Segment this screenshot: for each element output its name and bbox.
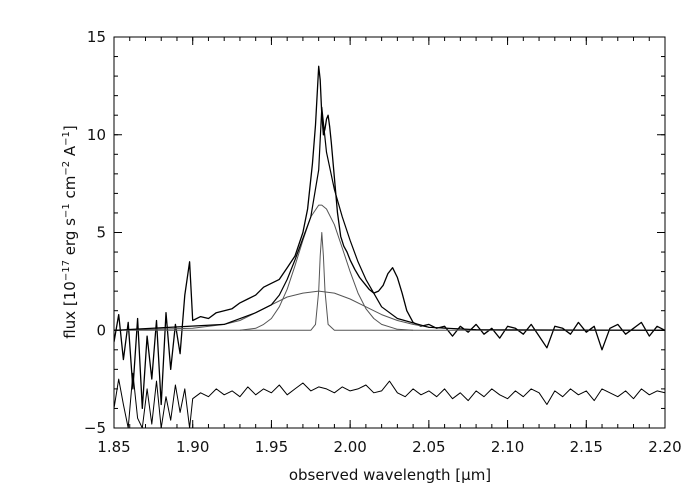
x-tick-label: 2.10: [491, 438, 524, 456]
x-tick-label: 1.90: [176, 438, 209, 456]
y-axis-title-exponent: −1: [61, 131, 72, 146]
tick-layer: 1.85 1.90 1.95 2.00 2.05 2.10 2.15 2.20 −5 0 5 10 15: [84, 28, 682, 456]
x-tick-label: 1.85: [97, 438, 130, 456]
y-axis-title: flux [10−17 erg s−1 cm−2 A−1]: [61, 125, 79, 338]
y-tick-label: 15: [87, 28, 106, 46]
x-tick-label: 2.20: [648, 438, 681, 456]
broad-component-line: [114, 290, 665, 331]
y-axis-title-part: cm: [61, 176, 79, 204]
narrow-component-line: [114, 232, 665, 331]
y-tick-label: 5: [96, 224, 106, 242]
series-layer: [114, 65, 665, 428]
y-tick-label: 10: [87, 126, 106, 144]
y-tick-label: 0: [96, 321, 106, 339]
y-axis-title-exponent: −1: [61, 203, 72, 218]
y-tick-label: −5: [84, 419, 106, 437]
x-tick-label: 1.95: [255, 438, 288, 456]
x-axis-title: observed wavelength [μm]: [289, 466, 491, 484]
x-tick-label: 2.15: [570, 438, 603, 456]
y-axis-title-exponent: −2: [61, 161, 72, 176]
x-tick-label: 2.00: [333, 438, 366, 456]
plot-frame: [113, 36, 666, 429]
y-axis-title-part: flux [10: [61, 281, 79, 339]
y-axis-title-part: ]: [61, 125, 79, 131]
y-axis-title-exponent: −17: [61, 260, 72, 281]
total-fit-line: [114, 106, 665, 331]
x-tick-label: 2.05: [412, 438, 445, 456]
observed-spectrum-line: [114, 65, 665, 410]
y-axis-title-part: A: [61, 145, 79, 161]
y-axis-title-part: erg s: [61, 218, 79, 260]
intermediate-component-line: [239, 204, 414, 331]
residual-line: [114, 372, 665, 428]
